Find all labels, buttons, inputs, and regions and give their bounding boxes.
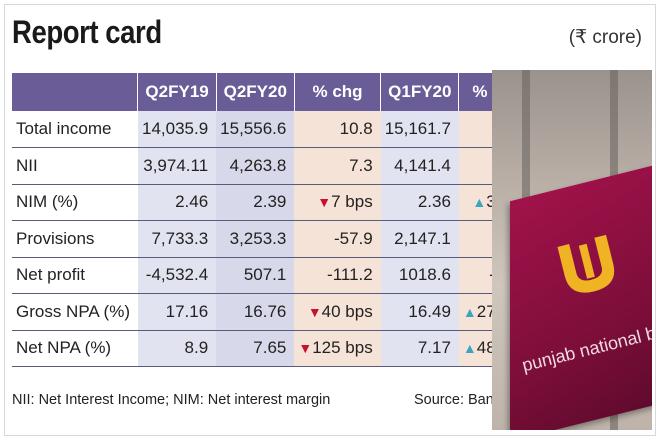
cell-value: 3,253.3 [229,228,287,248]
cell-value: 3,974.11 [143,155,209,175]
unit-label: (₹ crore) [568,27,642,48]
cell-q2fy20: 16.76 [216,293,295,331]
column-header-q2fy19: Q2FY19 [137,73,217,111]
cell-value: 4,141.4 [394,155,451,175]
cell-chg1: ▼125 bps [294,330,381,367]
cell-value: 1018.6 [398,265,451,285]
cell-value: 17.16 [165,301,209,321]
cell-value: 7 bps [331,192,373,212]
cell-chg1: -57.9 [294,220,381,258]
down-triangle-icon: ▼ [307,303,322,320]
column-header-q1fy20: Q1FY20 [380,73,460,111]
cell-q1fy20: 2,147.1 [380,220,459,258]
cell-q2fy19: 8.9 [137,330,217,367]
cell-value: 2,147.1 [394,228,451,248]
cell-q1fy20: 1018.6 [380,257,459,294]
down-triangle-icon: ▼ [298,340,313,357]
bank-sign-photo: punjab national ba [492,70,652,430]
cell-chg1: 10.8 [294,111,381,148]
up-triangle-icon: ▲ [462,303,477,320]
pnb-logo-icon [557,234,615,293]
row-label: NIM (%) [12,184,138,221]
cell-value: 40 bps [321,301,373,321]
cell-q2fy19: 3,974.11 [137,147,217,185]
cell-value: 507.1 [243,265,287,285]
row-label: Net profit [12,257,138,294]
cell-value: 2.39 [253,192,287,212]
cell-q1fy20: 2.36 [380,184,459,221]
cell-value: Net profit [16,265,85,285]
cell-value: -111.2 [327,265,373,285]
cell-value: 16.49 [408,301,451,321]
graphic-frame [4,4,656,436]
page-title: Report card [12,14,162,50]
cell-value: -4,532.4 [145,265,209,285]
row-label: NII [12,147,138,185]
cell-q2fy19: 2.46 [137,184,217,221]
cell-value: NII [16,155,38,175]
table-header-row: Q2FY19 Q2FY20 % chg Q1FY20 % chg [12,73,537,111]
cell-chg1: ▼7 bps [294,184,381,221]
cell-value: 7.17 [417,338,451,358]
footnote: NII: Net Interest Income; NIM: Net inter… [12,392,331,408]
cell-value: 2.36 [417,192,451,212]
source-note: Source: Bank [414,392,502,408]
cell-value: 16.76 [243,301,287,321]
column-header-q2fy20: Q2FY20 [216,73,295,111]
cell-q2fy19: 14,035.9 [137,111,217,148]
cell-value: Total income [16,119,112,138]
cell-q1fy20: 7.17 [380,330,459,367]
row-label: Provisions [12,220,138,258]
up-triangle-icon: ▲ [472,194,487,211]
cell-value: 15,556.6 [220,119,287,138]
cell-q2fy20: 2.39 [216,184,295,221]
cell-chg1: -111.2 [294,257,381,294]
cell-value: Provisions [16,228,95,248]
cell-value: 125 bps [312,338,373,358]
column-header-chg1: % chg [294,73,382,111]
cell-q1fy20: 15,161.7 [380,111,459,148]
cell-q1fy20: 4,141.4 [380,147,459,185]
cell-q2fy20: 4,263.8 [216,147,295,185]
cell-q2fy20: 3,253.3 [216,220,295,258]
cell-value: 10.8 [339,119,373,138]
cell-value: -57.9 [333,228,373,248]
cell-chg1: 7.3 [294,147,381,185]
report-table: Q2FY19 Q2FY20 % chg Q1FY20 % chg Total i… [12,73,537,367]
up-triangle-icon: ▲ [462,340,477,357]
cell-value: 15,161.7 [384,119,451,138]
cell-value: 2.46 [175,192,209,212]
down-triangle-icon: ▼ [317,194,332,211]
column-header-label [12,73,139,111]
cell-value: 8.9 [184,338,209,358]
cell-value: 7.3 [349,155,373,175]
cell-value: Gross NPA (%) [16,301,130,321]
table-row: Total income 14,035.9 15,556.6 10.8 15,161.7… [12,111,536,148]
row-label: Total income [12,111,138,148]
row-label: Gross NPA (%) [12,293,138,331]
cell-q2fy19: -4,532.4 [137,257,217,294]
cell-q2fy20: 507.1 [216,257,295,294]
cell-value: 14,035.9 [141,119,209,138]
row-label: Net NPA (%) [12,330,138,367]
cell-value: 7,733.3 [151,228,209,248]
cell-q2fy20: 15,556.6 [216,111,295,148]
cell-q1fy20: 16.49 [380,293,459,331]
cell-value: 4,263.8 [229,155,287,175]
cell-value: Net NPA (%) [16,338,112,358]
cell-q2fy19: 7,733.3 [137,220,217,258]
cell-chg1: ▼40 bps [294,293,381,331]
cell-value: 7.65 [253,338,287,358]
cell-value: NIM (%) [16,192,79,212]
cell-q2fy19: 17.16 [137,293,217,331]
cell-q2fy20: 7.65 [216,330,295,367]
